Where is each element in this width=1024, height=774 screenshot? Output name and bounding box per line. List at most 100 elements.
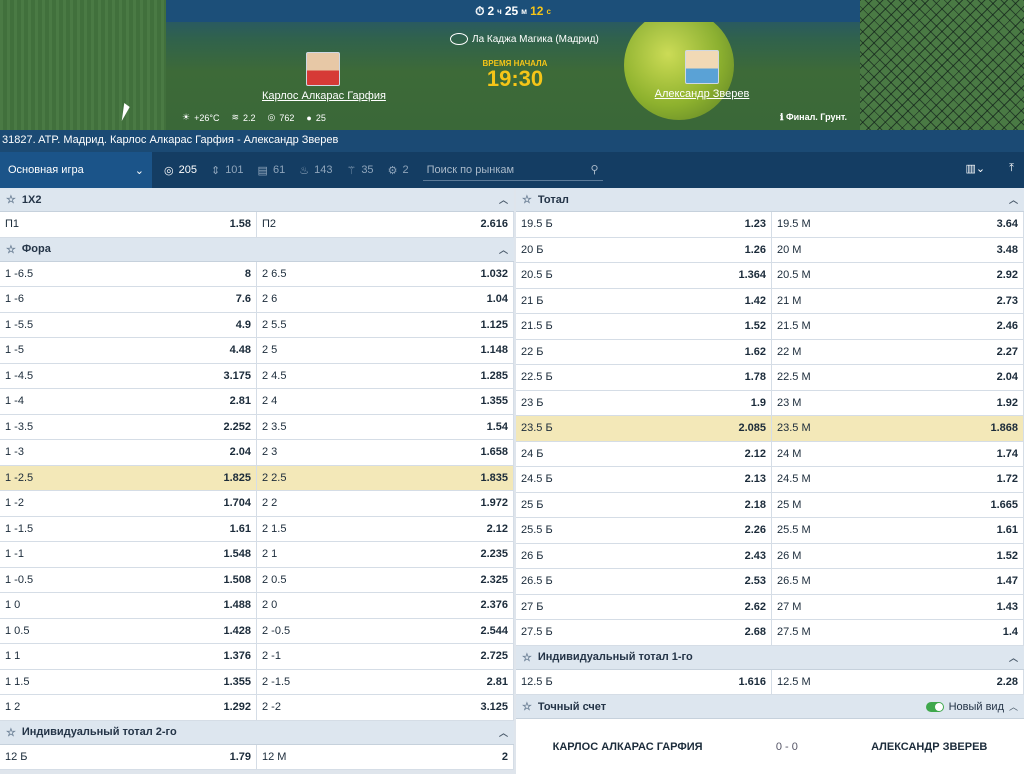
odds-cell[interactable]: П2 2.616	[257, 212, 514, 237]
odds-cell[interactable]: 1 -0.5 1.508	[0, 567, 257, 592]
star-icon[interactable]: ☆	[522, 701, 532, 713]
odds-value[interactable]: 1.58	[229, 218, 251, 231]
star-icon[interactable]: ☆	[6, 726, 16, 739]
odds-cell[interactable]: 23.5 М 1.868	[772, 416, 1024, 441]
odds-cell[interactable]: 2 1 2.235	[257, 542, 514, 567]
odds-value[interactable]: 1.61	[996, 524, 1018, 537]
odds-cell[interactable]: 2 -1.5 2.81	[257, 669, 514, 694]
chevron-up-icon[interactable]: ︿	[498, 244, 508, 255]
odds-cell[interactable]: 24 М 1.74	[772, 441, 1024, 466]
odds-value[interactable]: 2.28	[996, 675, 1018, 688]
odds-value[interactable]: 1.835	[480, 471, 508, 484]
odds-cell[interactable]: 20.5 Б 1.364	[516, 263, 772, 288]
odds-value[interactable]: 2.376	[480, 599, 508, 612]
odds-cell[interactable]: 20 М 3.48	[772, 237, 1024, 262]
filter-all[interactable]: ◎ 205	[164, 164, 197, 177]
odds-value[interactable]: 1.355	[480, 395, 508, 408]
odds-value[interactable]: 3.175	[223, 369, 251, 382]
odds-cell[interactable]: 23 Б 1.9	[516, 390, 772, 415]
odds-value[interactable]: 1.43	[996, 600, 1018, 613]
odds-value[interactable]: 1.61	[229, 522, 251, 535]
odds-cell[interactable]: 2 5.5 1.125	[257, 312, 514, 337]
odds-cell[interactable]: 22.5 М 2.04	[772, 365, 1024, 390]
odds-value[interactable]: 2.43	[744, 549, 766, 562]
odds-cell[interactable]: 26.5 М 1.47	[772, 569, 1024, 594]
search-icon[interactable]: ⚲	[590, 164, 599, 176]
odds-cell[interactable]: 26 Б 2.43	[516, 543, 772, 568]
odds-cell[interactable]: 25 Б 2.18	[516, 492, 772, 517]
odds-value[interactable]: 1.79	[229, 750, 251, 763]
odds-value[interactable]: 2.73	[996, 294, 1018, 307]
odds-value[interactable]: 4.9	[235, 318, 251, 331]
market-header[interactable]: ☆ Индивидуальный тотал 2-го ︿	[0, 720, 514, 745]
odds-value[interactable]: 1.47	[996, 575, 1018, 588]
odds-value[interactable]: 1.148	[480, 344, 508, 357]
odds-cell[interactable]: 27.5 Б 2.68	[516, 620, 772, 645]
odds-value[interactable]: 1.548	[223, 548, 251, 561]
odds-cell[interactable]: 1 -3 2.04	[0, 440, 257, 465]
odds-value[interactable]: 1.26	[744, 243, 766, 256]
odds-cell[interactable]: 19.5 М 3.64	[772, 212, 1024, 237]
odds-value[interactable]: 1.92	[996, 396, 1018, 409]
market-header-exact-score[interactable]: ☆ Точный счет Новый вид ︿	[516, 695, 1024, 719]
odds-value[interactable]: 1.665	[990, 498, 1018, 511]
filter-stats[interactable]: ▤ 61	[257, 164, 286, 177]
market-search-input[interactable]: Поиск по рынкам ⚲	[422, 159, 603, 181]
odds-cell[interactable]: 25 М 1.665	[772, 492, 1024, 517]
odds-value[interactable]: 1.72	[996, 473, 1018, 486]
odds-cell[interactable]: 1 -1.5 1.61	[0, 516, 257, 541]
odds-cell[interactable]: 1 -2 1.704	[0, 491, 257, 516]
odds-value[interactable]: 1.825	[223, 471, 251, 484]
odds-value[interactable]: 1.355	[223, 675, 251, 688]
odds-cell[interactable]: 1 0 1.488	[0, 593, 257, 618]
filter-other[interactable]: ⚙ 2	[387, 164, 409, 177]
chevron-up-icon[interactable]: ︿	[498, 727, 508, 738]
odds-value[interactable]: 1.658	[480, 446, 508, 459]
filter-totals[interactable]: ⇕ 101	[210, 164, 244, 177]
odds-cell[interactable]: 2 2 1.972	[257, 491, 514, 516]
odds-cell[interactable]: 1 -6 7.6	[0, 287, 257, 312]
odds-cell[interactable]: 2 2.5 1.835	[257, 465, 514, 490]
odds-value[interactable]: 2.085	[738, 422, 766, 435]
odds-value[interactable]: 1.78	[744, 371, 766, 384]
market-header[interactable]: ☆ Фора ︿	[0, 237, 514, 262]
odds-cell[interactable]: 27 М 1.43	[772, 594, 1024, 619]
odds-cell[interactable]: 21 М 2.73	[772, 288, 1024, 313]
odds-value[interactable]: 2.12	[486, 522, 508, 535]
odds-cell[interactable]: 1 1 1.376	[0, 644, 257, 669]
odds-cell[interactable]: 20 Б 1.26	[516, 237, 772, 262]
odds-value[interactable]: 1.032	[480, 267, 508, 280]
player1-name[interactable]: Карлос Алкарас Гарфия	[262, 90, 386, 102]
odds-value[interactable]: 2.46	[996, 320, 1018, 333]
odds-value[interactable]: 2.81	[486, 675, 508, 688]
odds-cell[interactable]: 26.5 Б 2.53	[516, 569, 772, 594]
odds-cell[interactable]: 2 6 1.04	[257, 287, 514, 312]
odds-cell[interactable]: 25.5 Б 2.26	[516, 518, 772, 543]
odds-value[interactable]: 1.42	[744, 294, 766, 307]
odds-cell[interactable]: 24.5 М 1.72	[772, 467, 1024, 492]
odds-cell[interactable]: 12 Б 1.79	[0, 744, 257, 769]
odds-cell[interactable]: 21.5 М 2.46	[772, 314, 1024, 339]
odds-value[interactable]: 1.488	[223, 599, 251, 612]
odds-cell[interactable]: 21.5 Б 1.52	[516, 314, 772, 339]
chevron-up-icon[interactable]: ︿	[1008, 702, 1018, 712]
odds-value[interactable]: 1.508	[223, 573, 251, 586]
player2-name[interactable]: Александр Зверев	[654, 88, 750, 100]
market-header[interactable]: ☆ Тотал ︿	[516, 188, 1024, 212]
filter-specials[interactable]: ⚚ 35	[346, 164, 374, 177]
odds-value[interactable]: 2.544	[480, 624, 508, 637]
odds-value[interactable]: 4.48	[229, 344, 251, 357]
odds-cell[interactable]: 24 Б 2.12	[516, 441, 772, 466]
odds-cell[interactable]: 1 -1 1.548	[0, 542, 257, 567]
star-icon[interactable]: ☆	[6, 243, 16, 256]
odds-value[interactable]: 2.04	[229, 446, 251, 459]
odds-cell[interactable]: 19.5 Б 1.23	[516, 212, 772, 237]
odds-value[interactable]: 1.54	[486, 420, 508, 433]
odds-value[interactable]: 2.13	[744, 473, 766, 486]
odds-cell[interactable]: 27 Б 2.62	[516, 594, 772, 619]
layout-columns-icon[interactable]: ▥⌄	[965, 163, 986, 175]
odds-value[interactable]: 2.12	[744, 447, 766, 460]
odds-value[interactable]: 1.285	[480, 369, 508, 382]
odds-cell[interactable]: 2 4 1.355	[257, 389, 514, 414]
filter-popular[interactable]: ♨ 143	[299, 164, 333, 177]
